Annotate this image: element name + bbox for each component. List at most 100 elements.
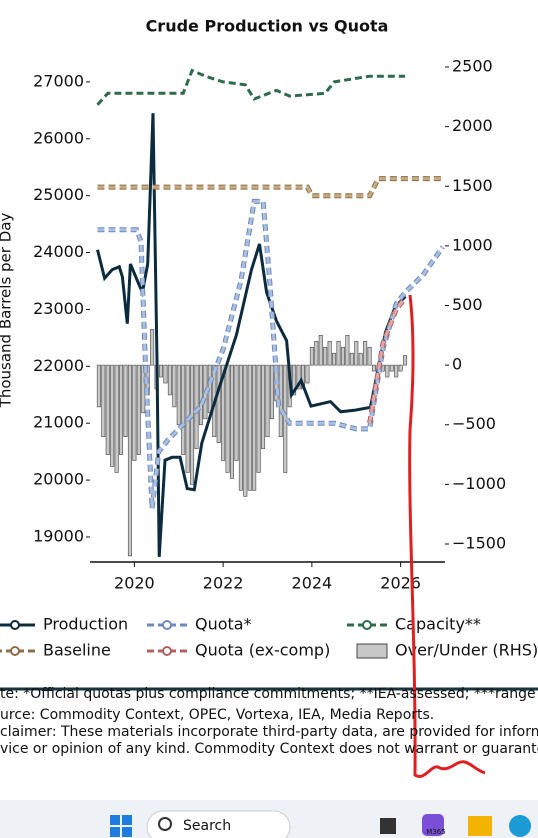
- bar: [230, 364, 235, 479]
- series-line: [97, 199, 445, 509]
- annotation-scribble: [408, 294, 486, 778]
- series-line: [97, 177, 443, 198]
- bar: [176, 364, 181, 426]
- bar: [132, 364, 137, 461]
- series-line: [368, 297, 407, 424]
- y2-tick-label: 500: [452, 295, 483, 314]
- bar: [234, 364, 239, 461]
- chart-title: Crude Production vs Quota: [146, 17, 389, 36]
- bar: [238, 364, 243, 491]
- y-tick-label: 23000: [33, 299, 84, 318]
- x-tick-label: 2020: [114, 574, 155, 593]
- note-line: urce: Commodity Context, OPEC, Vortexa, …: [0, 707, 435, 723]
- y2-tick-label: −1500: [452, 533, 506, 552]
- legend-label: Baseline: [43, 641, 111, 660]
- series-line: [96, 68, 406, 106]
- series-line: [96, 113, 407, 557]
- bar: [394, 364, 399, 378]
- bar: [398, 364, 403, 372]
- bar: [314, 340, 319, 366]
- start-icon: [110, 827, 120, 837]
- bar: [340, 346, 345, 366]
- y-tick-label: 22000: [33, 356, 84, 375]
- bar: [225, 364, 230, 473]
- bar: [198, 364, 203, 426]
- y-tick-label: 20000: [33, 470, 84, 489]
- bar: [119, 364, 124, 455]
- search-icon: [158, 817, 172, 831]
- bar: [150, 329, 155, 366]
- legend-swatch: [356, 643, 388, 659]
- y-tick-label: 26000: [33, 128, 84, 147]
- bar: [371, 364, 376, 372]
- note-line: claimer: These materials incorporate thi…: [0, 724, 538, 740]
- bar: [283, 364, 288, 473]
- y2-tick-label: 0: [452, 355, 462, 374]
- bar: [114, 364, 119, 473]
- bar: [105, 364, 110, 455]
- note-line: te: *Official quotas plus compliance com…: [0, 686, 538, 702]
- bar: [181, 364, 186, 455]
- bar: [403, 355, 408, 366]
- legend-label: Quota (ex-comp): [195, 641, 330, 660]
- y-tick-label: 19000: [33, 526, 84, 545]
- m365-badge: M365: [426, 828, 445, 836]
- y2-tick-label: 1000: [452, 235, 493, 254]
- bar: [354, 340, 359, 366]
- bar: [292, 364, 297, 396]
- bar: [363, 340, 368, 366]
- bar: [345, 335, 350, 366]
- m365-icon[interactable]: [422, 814, 444, 836]
- start-button[interactable]: [110, 815, 132, 837]
- bar: [163, 364, 168, 384]
- bar: [247, 364, 252, 491]
- bar: [358, 352, 363, 366]
- bar: [243, 364, 248, 497]
- legend-marker: [10, 620, 20, 630]
- bar: [323, 346, 328, 366]
- bar: [336, 340, 341, 366]
- bar: [332, 352, 337, 366]
- bar: [221, 364, 226, 461]
- note-line: vice or opinion of any kind. Commodity C…: [0, 741, 538, 757]
- bar: [265, 364, 270, 437]
- bar: [101, 364, 106, 437]
- bar: [96, 364, 101, 408]
- explorer-icon[interactable]: [468, 816, 492, 836]
- bar: [123, 364, 128, 437]
- bar: [327, 340, 332, 366]
- x-tick-label: 2022: [203, 574, 244, 593]
- bar: [385, 364, 390, 378]
- bar: [256, 364, 261, 473]
- x-tick-label: 2026: [380, 574, 421, 593]
- legend-marker: [10, 646, 20, 656]
- edge-icon[interactable]: [509, 815, 531, 837]
- y-tick-label: 21000: [33, 413, 84, 432]
- bar: [269, 364, 274, 420]
- search-box[interactable]: [146, 810, 291, 838]
- legend-marker: [362, 620, 372, 630]
- bar: [190, 364, 195, 485]
- y2-tick-label: −500: [452, 414, 496, 433]
- bar: [172, 364, 177, 408]
- bar: [318, 335, 323, 366]
- bar: [159, 364, 164, 378]
- y2-tick-label: 2500: [452, 57, 493, 76]
- legend-label: Over/Under (RHS): [395, 641, 538, 660]
- bar: [216, 364, 221, 443]
- bar: [389, 364, 394, 372]
- bar: [305, 364, 310, 384]
- y-tick-label: 24000: [33, 242, 84, 261]
- legend-label: Quota*: [195, 615, 252, 634]
- x-tick-label: 2024: [292, 574, 333, 593]
- legend-label: Capacity**: [395, 615, 481, 634]
- y-tick-label: 25000: [33, 185, 84, 204]
- y-tick-label: 27000: [33, 71, 84, 90]
- bar: [367, 346, 372, 366]
- legend-marker: [162, 646, 172, 656]
- bar: [296, 364, 301, 390]
- y2-tick-label: −1000: [452, 474, 506, 493]
- taskview-icon[interactable]: [380, 818, 396, 834]
